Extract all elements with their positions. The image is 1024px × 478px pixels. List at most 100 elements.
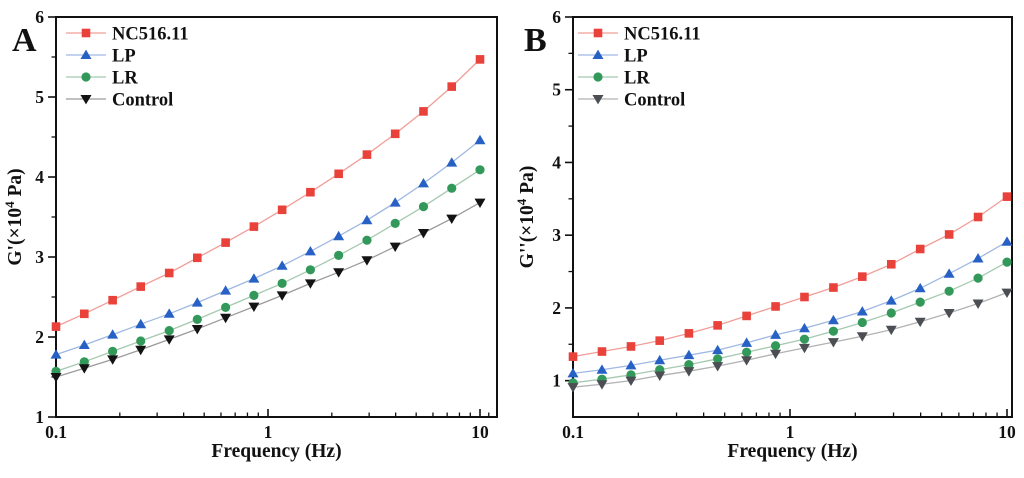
data-point-NC516.11 (655, 336, 665, 345)
data-point-Control (163, 335, 175, 345)
data-point-Control (361, 256, 373, 266)
data-point-NC516.11 (249, 222, 259, 231)
series-line-Control (55, 202, 481, 378)
series-line-LR (572, 261, 1008, 384)
data-point-NC516.11 (886, 259, 896, 269)
data-point-Control (885, 325, 897, 336)
data-point-LR (742, 347, 752, 357)
legend-square-icon (593, 28, 603, 38)
data-point-Control (220, 313, 232, 324)
data-point-LR (828, 326, 839, 336)
series-line-LP (572, 241, 1008, 375)
data-point-LR (390, 218, 400, 228)
data-point-Control (446, 214, 458, 224)
legend-label: Control (112, 91, 173, 111)
legend-triangle-down-icon (80, 95, 92, 105)
y-axis-title: G''(×104 Pa) (514, 166, 538, 269)
legend-circle-icon (593, 72, 603, 82)
x-tick-label: 10 (471, 422, 489, 442)
data-point-NC516.11 (193, 253, 202, 263)
data-point-LP (741, 337, 753, 347)
data-point-LR (192, 314, 202, 324)
data-point-LP (770, 329, 782, 339)
data-point-NC516.11 (742, 311, 751, 321)
data-point-Control (770, 349, 782, 360)
data-point-LP (654, 354, 666, 365)
data-point-Control (135, 345, 147, 356)
x-tick-label: 0.1 (562, 422, 584, 442)
data-point-NC516.11 (944, 230, 954, 239)
data-point-NC516.11 (51, 322, 61, 331)
data-point-Control (248, 302, 260, 312)
data-point-LR (108, 346, 118, 356)
data-point-Control (50, 373, 62, 383)
data-point-LP (135, 318, 147, 329)
data-point-NC516.11 (684, 329, 694, 338)
data-point-Control (107, 355, 119, 365)
series-line-Control (572, 292, 1008, 388)
data-point-LP (78, 339, 90, 349)
data-point-LP (972, 253, 984, 263)
data-point-LP (389, 197, 401, 207)
data-point-LR (249, 290, 259, 300)
data-point-LP (163, 308, 175, 318)
y-tick-label: 3 (35, 247, 44, 267)
data-point-LP (248, 273, 260, 283)
data-point-LR (362, 235, 372, 245)
y-tick-label: 4 (35, 167, 44, 187)
data-point-NC516.11 (713, 321, 722, 330)
data-point-NC516.11 (597, 347, 607, 356)
data-point-LP (107, 329, 119, 339)
data-point-Control (474, 198, 486, 208)
data-point-NC516.11 (221, 238, 230, 247)
data-point-LP (1001, 236, 1013, 246)
data-point-LR (418, 202, 429, 212)
data-point-Control (304, 279, 316, 289)
data-point-LR (684, 360, 694, 370)
data-point-NC516.11 (568, 352, 578, 361)
data-point-NC516.11 (771, 302, 780, 311)
data-point-NC516.11 (277, 205, 287, 215)
x-tick-label: 0.1 (45, 422, 67, 442)
data-point-NC516.11 (80, 309, 89, 319)
data-point-LR (221, 302, 231, 312)
y-axis-title: G'(×104 Pa) (2, 168, 26, 265)
series-line-LP (55, 139, 481, 356)
y-tick-label: 1 (552, 371, 561, 391)
data-point-LP (827, 314, 839, 325)
data-point-Control (856, 332, 868, 342)
data-point-LP (712, 344, 724, 355)
legend-label: NC516.11 (112, 25, 189, 45)
data-point-NC516.11 (829, 283, 838, 292)
data-point-NC516.11 (626, 342, 636, 351)
y-tick-label: 4 (552, 152, 561, 172)
data-point-NC516.11 (108, 295, 117, 305)
data-point-Control (683, 367, 695, 377)
plot-border (572, 16, 1013, 418)
panel-letter: B (524, 22, 547, 59)
data-point-LP (683, 349, 695, 360)
data-point-Control (914, 317, 926, 328)
data-point-NC516.11 (334, 169, 343, 179)
legend-triangle-down-icon (592, 95, 604, 105)
x-tick-label: 10 (998, 422, 1016, 442)
data-point-LP (361, 214, 373, 225)
data-point-LR (305, 265, 316, 275)
data-point-NC516.11 (915, 244, 925, 254)
data-point-Control (654, 371, 666, 381)
y-tick-label: 2 (35, 327, 44, 347)
data-point-Control (417, 229, 429, 239)
data-point-LP (474, 134, 486, 145)
y-tick-label: 2 (552, 298, 561, 318)
panel-a: 0.1 1 10 1 2 3 4 5 6 NC516.11 LP LR Control A Frequenc… (2, 7, 498, 462)
x-axis-title: Frequency (Hz) (211, 441, 341, 462)
data-point-LR (164, 326, 174, 336)
data-point-Control (712, 362, 724, 372)
data-point-Control (389, 242, 401, 252)
data-point-LR (447, 183, 457, 193)
legend-triangle-up-icon (592, 49, 604, 59)
data-point-LP (625, 359, 637, 370)
data-point-LP (567, 367, 579, 378)
